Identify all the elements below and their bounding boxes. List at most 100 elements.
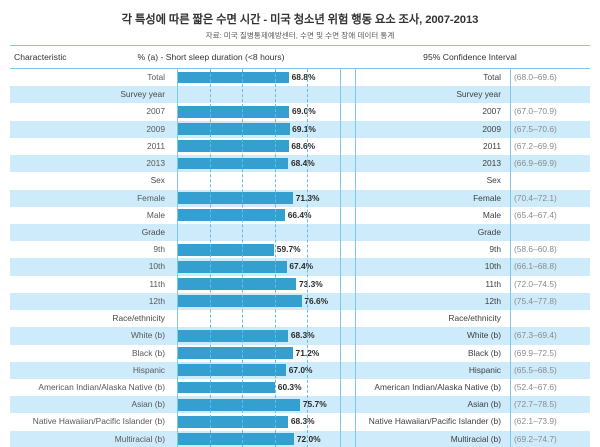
bar-value-label: 68.3% xyxy=(290,330,315,341)
bar-value-label: 69.0% xyxy=(291,106,316,117)
ci-row-label: 10th xyxy=(484,261,501,272)
group-header-row: Survey year Survey year xyxy=(10,86,590,104)
ci-value: (65.5–68.5) xyxy=(514,364,557,375)
bar-cell: 67.0% xyxy=(177,362,340,379)
ci-row-label: 12th xyxy=(484,295,501,306)
row-label: 2011 xyxy=(146,140,165,151)
chart-rows: Total 68.8% Total (68.0–69.6) Survey year Sur… xyxy=(10,69,590,447)
bar-value-label: 68.3% xyxy=(290,416,315,427)
ci-value: (52.4–67.6) xyxy=(514,381,557,392)
table-row: American Indian/Alaska Native (b) 60.3% Am… xyxy=(10,379,590,396)
row-label: 9th xyxy=(153,244,165,255)
row-label: 12th xyxy=(148,295,165,306)
ci-row-label: 11th xyxy=(485,278,501,289)
bar-cell: 69.0% xyxy=(177,103,340,120)
ci-value: (67.3–69.4) xyxy=(514,330,557,341)
group-header-row: Sex Sex xyxy=(10,172,590,189)
row-label: Black (b) xyxy=(131,347,165,358)
bar xyxy=(177,106,290,118)
bar-value-label: 73.3% xyxy=(298,278,323,289)
column-header-percent: % (a) - Short sleep duration (<8 hours) xyxy=(137,52,285,62)
table-row: Total 68.8% Total (68.0–69.6) xyxy=(10,69,590,86)
bar xyxy=(177,364,287,377)
table-row: Hispanic 67.0% Hispanic (65.5–68.5) xyxy=(10,361,590,379)
bar xyxy=(177,71,290,84)
table-row: 2007 69.0% 2007 (67.0–70.9) xyxy=(10,103,590,120)
ci-row-label: Male xyxy=(482,209,501,220)
bar-value-label: 66.4% xyxy=(287,209,312,220)
ci-value: (67.5–70.6) xyxy=(514,123,557,134)
table-row: 9th 59.7% 9th (58.6–60.8) xyxy=(10,241,590,258)
bar-cell: 71.3% xyxy=(177,190,340,207)
table-row: Male 66.4% Male (65.4–67.4) xyxy=(10,207,590,224)
ci-row-label: Black (b) xyxy=(467,347,501,358)
ci-row-label: Total xyxy=(483,72,501,82)
row-label: 2007 xyxy=(146,106,165,117)
ci-row-label: Native Hawaiian/Pacific Islander (b) xyxy=(368,416,501,427)
bar xyxy=(177,140,289,153)
page-title: 각 특성에 따른 짧은 수면 시간 - 미국 청소년 위험 행동 요소 조사, … xyxy=(121,14,479,26)
bar-cell: 75.7% xyxy=(177,396,340,413)
bar-value-label: 71.3% xyxy=(295,192,320,203)
row-label: Hispanic xyxy=(132,364,165,375)
bar-cell: 68.4% xyxy=(177,155,340,172)
ci-row-label: Hispanic xyxy=(468,364,501,375)
table-row: Multiracial (b) 72.0% Multiracial (b) (69.2… xyxy=(10,430,590,447)
ci-value: (58.6–60.8) xyxy=(514,244,557,255)
row-label: Total xyxy=(147,72,165,82)
table-row: 10th 67.4% 10th (66.1–68.8) xyxy=(10,258,590,276)
ci-row-label: Multiracial (b) xyxy=(450,433,501,444)
ci-value: (66.9–69.9) xyxy=(514,158,557,169)
bar-value-label: 72.0% xyxy=(296,433,321,444)
chart-subtitle: 자료: 미국 질병통제예방센터, 수면 및 수면 장애 데이터 통계 xyxy=(205,31,395,40)
ci-row-label: 2009 xyxy=(482,123,501,134)
bar-cell: 60.3% xyxy=(177,379,340,396)
ci-row-label: 9th xyxy=(489,244,501,255)
bar-cell: 59.7% xyxy=(177,241,340,258)
table-row: Asian (b) 75.7% Asian (b) (72.7–78.5) xyxy=(10,396,590,414)
bar xyxy=(177,261,287,273)
bar xyxy=(177,209,286,222)
row-label: American Indian/Alaska Native (b) xyxy=(38,381,165,392)
ci-value xyxy=(510,224,590,241)
bar-cell: 68.8% xyxy=(177,69,340,86)
ci-row-label: 2007 xyxy=(482,106,501,117)
row-label: 10th xyxy=(148,261,165,272)
row-label: Survey year xyxy=(120,89,165,100)
bar-cell: 72.0% xyxy=(177,431,340,447)
row-label: Female xyxy=(137,192,165,203)
row-label: 11th xyxy=(149,278,165,289)
ci-value: (70.4–72.1) xyxy=(514,192,557,203)
ci-value: (67.2–69.9) xyxy=(514,140,557,151)
ci-value: (65.4–67.4) xyxy=(514,209,557,220)
bar-value-label: 68.4% xyxy=(290,158,315,169)
row-label: Sex xyxy=(150,175,165,186)
bar-cell xyxy=(177,172,340,189)
bar-cell: 67.4% xyxy=(177,258,340,275)
ci-value: (72.7–78.5) xyxy=(514,399,557,410)
chart-table: Characteristic % (a) - Short sleep durat… xyxy=(10,45,590,447)
row-label: Native Hawaiian/Pacific Islander (b) xyxy=(32,416,165,427)
ci-value: (75.4–77.8) xyxy=(514,295,557,306)
ci-row-label: White (b) xyxy=(467,330,501,341)
ci-row-label: Survey year xyxy=(456,89,501,100)
ci-value: (67.0–70.9) xyxy=(514,106,557,117)
row-label: Male xyxy=(146,209,165,220)
ci-row-label: Female xyxy=(473,192,501,203)
ci-value xyxy=(510,310,590,327)
row-label: White (b) xyxy=(131,330,165,341)
row-label: 2013 xyxy=(146,158,165,169)
bar xyxy=(177,243,275,256)
row-label: Multiracial (b) xyxy=(114,433,165,444)
bar xyxy=(177,192,294,204)
ci-row-label: 2011 xyxy=(482,140,501,151)
ci-value: (69.9–72.5) xyxy=(514,347,557,358)
table-row: 2011 68.6% 2011 (67.2–69.9) xyxy=(10,138,590,155)
table-row: 12th 76.6% 12th (75.4–77.8) xyxy=(10,292,590,311)
bar xyxy=(177,295,302,308)
bar xyxy=(177,329,289,342)
ci-row-label: Grade xyxy=(477,226,501,237)
ci-value xyxy=(510,86,590,103)
title-block: 각 특성에 따른 짧은 수면 시간 - 미국 청소년 위험 행동 요소 조사, … xyxy=(0,0,600,41)
bar-value-label: 67.0% xyxy=(288,364,313,375)
